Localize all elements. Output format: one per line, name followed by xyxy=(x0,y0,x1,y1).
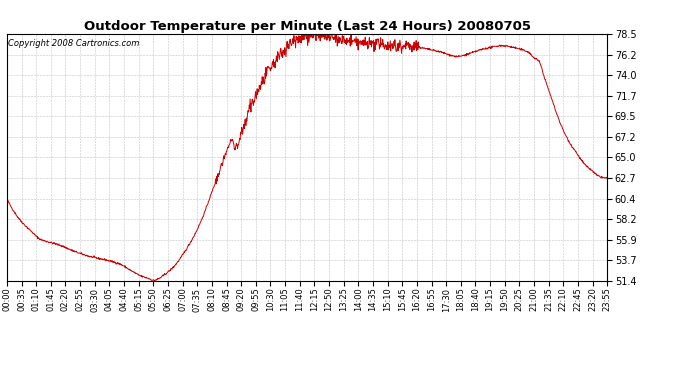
Title: Outdoor Temperature per Minute (Last 24 Hours) 20080705: Outdoor Temperature per Minute (Last 24 … xyxy=(83,20,531,33)
Text: Copyright 2008 Cartronics.com: Copyright 2008 Cartronics.com xyxy=(8,39,139,48)
